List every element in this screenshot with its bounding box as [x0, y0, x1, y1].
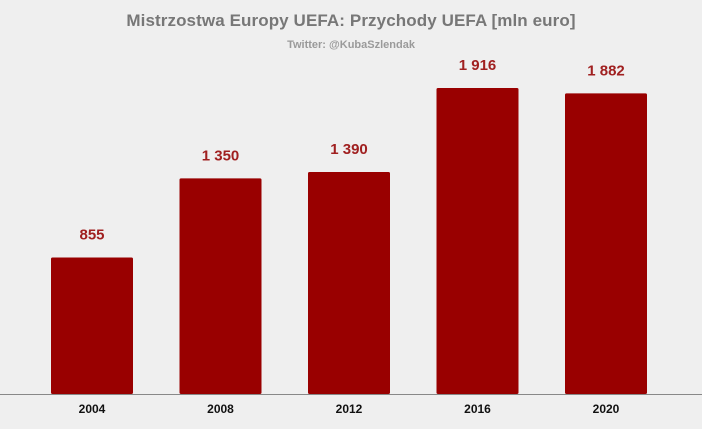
x-tick-label-2016: 2016: [464, 402, 491, 416]
x-tick-label-2020: 2020: [593, 402, 620, 416]
chart-title: Mistrzostwa Europy UEFA: Przychody UEFA …: [126, 11, 576, 30]
data-label-2020: 1 882: [587, 62, 625, 79]
chart-subtitle: Twitter: @KubaSzlendak: [287, 39, 415, 51]
bar-2004: [51, 257, 133, 394]
data-label-2016: 1 916: [459, 57, 497, 74]
x-tick-label-2012: 2012: [336, 402, 363, 416]
bar-2012: [308, 172, 390, 394]
data-label-2012: 1 390: [330, 141, 368, 158]
data-label-2008: 1 350: [202, 147, 240, 164]
x-tick-label-2004: 2004: [79, 402, 106, 416]
bar-2016: [436, 88, 519, 394]
x-tick-label-2008: 2008: [207, 402, 234, 416]
bar-2008: [179, 178, 262, 394]
data-label-2004: 855: [79, 226, 104, 243]
bar-2020: [565, 93, 647, 395]
